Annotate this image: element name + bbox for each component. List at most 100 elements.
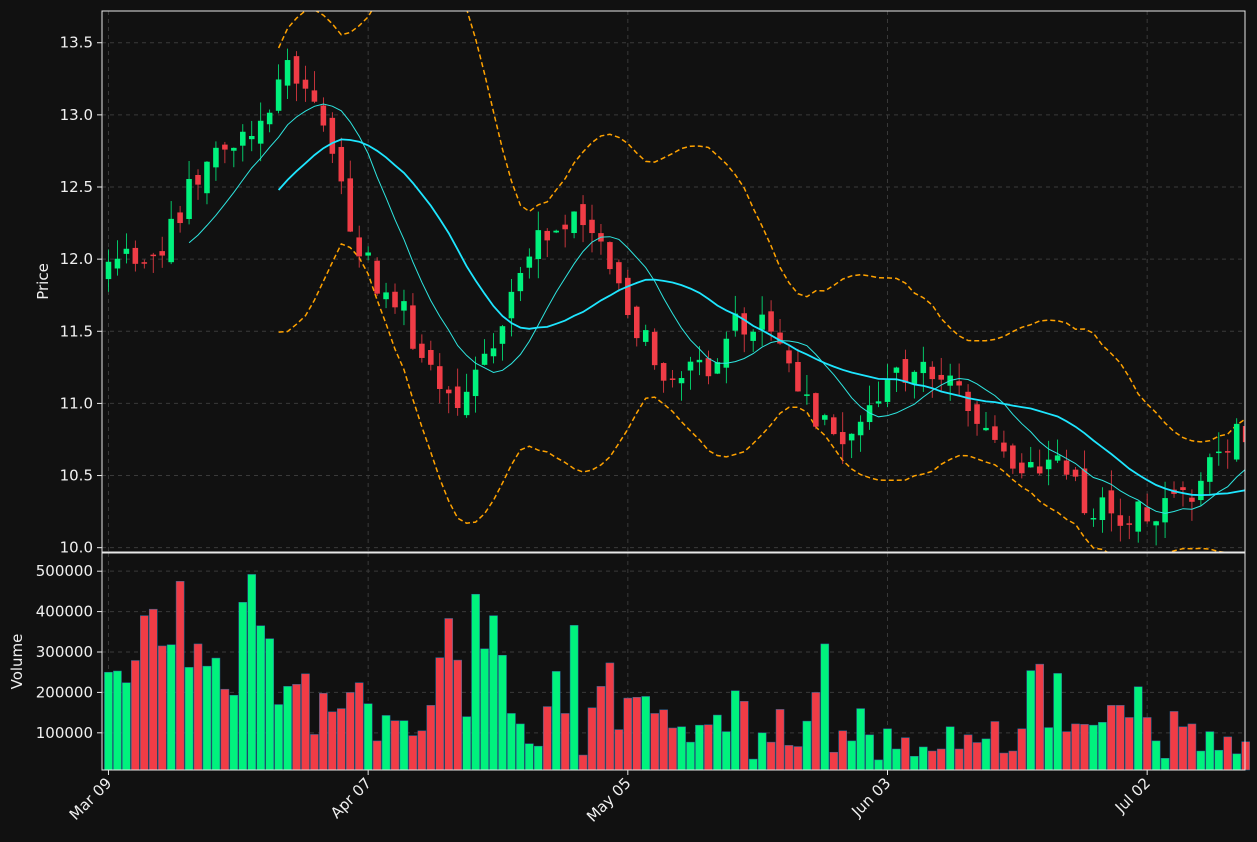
volume-bar [104, 671, 113, 771]
volume-bar [919, 746, 928, 771]
candle-body [472, 369, 479, 397]
volume-bar [1124, 717, 1134, 771]
volume-bar [122, 682, 131, 771]
candle-body [1045, 459, 1052, 470]
volume-bar [927, 750, 937, 771]
candle-body [669, 378, 676, 380]
volume-bar [901, 737, 910, 771]
band-upper-line [277, 11, 1245, 443]
candle-body [1099, 497, 1106, 521]
candle-body [813, 393, 819, 427]
price-tick-label: 13.0 [60, 106, 93, 124]
candle-body [275, 79, 282, 111]
candle-body [401, 301, 407, 311]
volume-bar [739, 701, 749, 771]
candle-body [1135, 501, 1141, 532]
volume-bar [1232, 753, 1241, 771]
volume-bar [650, 713, 659, 771]
price-tick-label: 11.0 [60, 394, 93, 412]
volume-bar [1071, 723, 1080, 771]
volume-bar [677, 726, 686, 771]
candle-body [463, 391, 470, 416]
candle-body [1207, 457, 1213, 482]
volume-tick-label: 300000 [36, 643, 93, 661]
candle-body [822, 415, 828, 420]
candle-body [177, 212, 183, 224]
candle-body [1072, 469, 1079, 477]
candle-body [786, 350, 792, 364]
volume-bar [274, 704, 283, 771]
volume-bar [292, 684, 301, 771]
candle-body [633, 306, 640, 339]
candle-body [338, 146, 345, 182]
volume-bar [1160, 758, 1170, 771]
candle-body [1180, 487, 1186, 491]
candle-body [1233, 423, 1240, 460]
volume-bar [1241, 741, 1250, 771]
candle-body [884, 379, 891, 402]
panel-frames [101, 10, 1246, 771]
volume-bar [838, 730, 847, 771]
candle-body [517, 272, 524, 292]
candle-body [410, 305, 416, 349]
volume-bar [1178, 726, 1188, 771]
volume-bar [489, 615, 498, 771]
candle-body [114, 258, 121, 269]
candle-body [150, 254, 157, 257]
volume-bar [417, 730, 427, 771]
x-tick-label: Mar 09 [66, 774, 116, 824]
candle-body [1108, 490, 1115, 514]
volume-bar [1151, 740, 1161, 771]
volume-bar [1080, 724, 1089, 771]
candle-body [875, 401, 882, 404]
candle-body [616, 262, 622, 284]
volume-bar [175, 581, 185, 771]
candle-body [562, 224, 568, 230]
band-lower [278, 242, 1229, 552]
volume-bar [766, 741, 776, 771]
candle-body [1198, 480, 1204, 501]
candle-body [1242, 426, 1245, 443]
candle-body [1063, 460, 1070, 475]
candle-body [678, 378, 685, 384]
volume-bar [328, 711, 337, 771]
candle-body [329, 117, 336, 154]
candle-body [1027, 462, 1034, 468]
volume-bar [659, 709, 668, 771]
volume-bar [525, 743, 534, 771]
candle-body [132, 247, 139, 264]
ma-long-line [277, 138, 1245, 497]
volume-bar [265, 638, 274, 771]
candle-body [607, 242, 613, 270]
volume-bar [1196, 750, 1206, 771]
volume-bar [301, 673, 310, 771]
volume-bar [945, 726, 955, 771]
volume-bar [569, 625, 579, 771]
volume-bar [865, 734, 874, 771]
volume-bar [605, 662, 615, 771]
candle-body [222, 144, 228, 150]
volume-bar [551, 671, 561, 771]
volume-bar [1133, 686, 1143, 771]
volume-bar [202, 665, 212, 771]
volume-bar [1187, 723, 1197, 771]
candle-body [544, 230, 551, 241]
volume-bar [337, 708, 346, 771]
volume-bar [1026, 670, 1036, 771]
volume-bar [757, 732, 767, 771]
volume-bar [354, 682, 364, 771]
candle-body [839, 432, 846, 445]
volume-bar [283, 686, 292, 771]
volume-bar [471, 593, 480, 771]
candle-body [186, 179, 192, 219]
candle-body [580, 204, 586, 226]
volume-bar [542, 706, 552, 771]
candle-body [266, 112, 273, 125]
volume-bar [157, 645, 167, 771]
volume-bar [184, 667, 194, 771]
volume-bar [238, 602, 248, 771]
candle-body [956, 381, 962, 386]
candle-body [651, 331, 658, 366]
moving-averages [188, 103, 1245, 514]
price-tick-label: 12.0 [60, 250, 93, 268]
